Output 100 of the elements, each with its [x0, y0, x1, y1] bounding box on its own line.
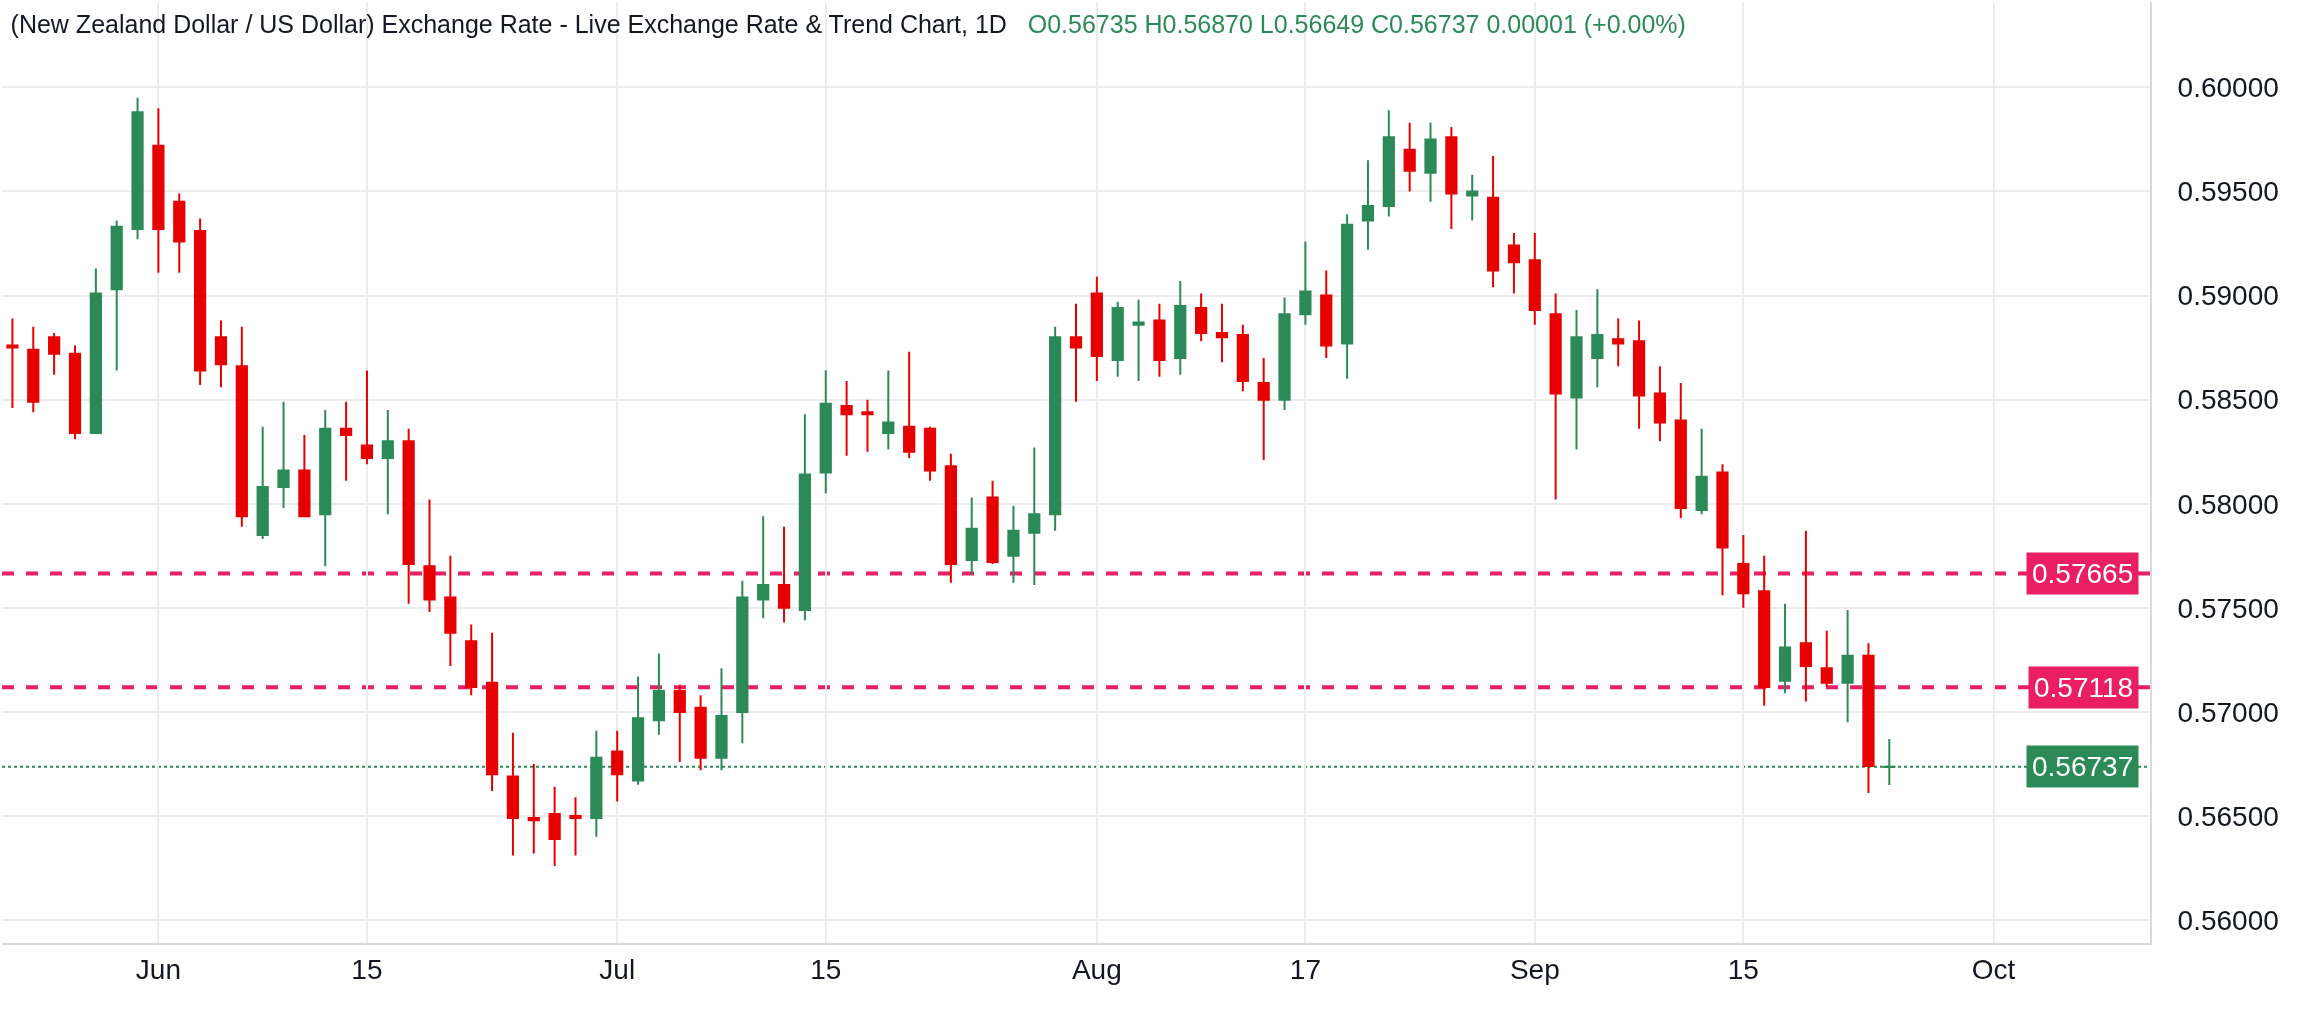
candlestick — [89, 267, 102, 434]
candlestick — [1236, 323, 1249, 393]
candlestick — [68, 344, 82, 441]
candlestick — [1382, 109, 1395, 218]
candlestick — [1674, 381, 1687, 520]
candlestick — [131, 96, 144, 241]
candlestick — [256, 425, 269, 541]
candlestick — [1737, 533, 1750, 609]
candlestick — [1424, 121, 1437, 203]
candlestick — [1466, 173, 1479, 222]
candlestick — [861, 398, 874, 453]
candlestick — [381, 409, 394, 516]
candlestick — [1549, 292, 1562, 501]
candlestick — [611, 729, 624, 803]
x-tick-label: Jun — [135, 953, 181, 985]
ref-line-label: 0.57665 — [2032, 558, 2134, 589]
y-tick-label: 0.60000 — [2177, 72, 2279, 104]
candlestick — [986, 479, 999, 566]
candlestick — [110, 219, 123, 372]
candlestick — [569, 796, 582, 857]
x-tick-label: Sep — [1509, 953, 1560, 985]
candlestick — [1174, 279, 1187, 376]
x-tick-label: 17 — [1289, 953, 1321, 985]
candlestick — [465, 623, 478, 697]
candlestick — [1111, 300, 1124, 378]
y-tick-label: 0.59500 — [2177, 176, 2279, 208]
x-tick-label: Aug — [1071, 953, 1122, 985]
x-tick-label: 15 — [351, 953, 383, 985]
candlestick — [1090, 275, 1103, 382]
candlestick — [1507, 232, 1521, 295]
y-tick-label: 0.58500 — [2177, 384, 2279, 416]
candlestick — [48, 332, 61, 376]
candlestick — [1695, 427, 1708, 516]
candlestick — [798, 413, 811, 622]
candlestick — [1257, 357, 1270, 462]
candlestick — [923, 425, 937, 482]
candlestick — [444, 554, 457, 668]
y-tick-label: 0.56500 — [2177, 800, 2279, 832]
candlestick — [777, 525, 791, 624]
candlestick — [235, 325, 248, 528]
candlestick — [1320, 269, 1333, 359]
chart-title: (New Zealand Dollar / US Dollar) Exchange Rate - Live Exchange Rate & Trend Chart, 1D — [10, 9, 1007, 38]
x-tick-label: Oct — [1971, 953, 2016, 985]
candlestick — [1361, 159, 1375, 251]
candlestick — [819, 369, 832, 495]
candlestick — [965, 496, 978, 576]
candlestick — [6, 317, 19, 409]
candlestick — [757, 515, 770, 620]
x-tick-label: 15 — [810, 953, 842, 985]
candlestick — [1299, 240, 1312, 326]
candlestick — [1195, 292, 1208, 343]
candlestick — [360, 369, 374, 466]
candlestick — [1820, 629, 1833, 688]
candlestick — [548, 785, 561, 867]
candlestick — [903, 350, 916, 459]
candlestick — [1278, 296, 1291, 412]
candlestick — [944, 452, 957, 584]
candlestick — [882, 369, 895, 451]
y-tick-label: 0.56000 — [2177, 904, 2279, 936]
candlestick — [1028, 446, 1041, 586]
candlestick — [1486, 155, 1500, 289]
candlestick — [402, 427, 415, 605]
candlestick — [319, 409, 332, 568]
candlestick — [1153, 302, 1166, 378]
candlestick — [673, 683, 686, 763]
ref-line-label: 0.57118 — [2034, 672, 2134, 703]
candlestick — [1778, 602, 1792, 695]
candlestick — [840, 379, 853, 457]
candlestick — [194, 217, 207, 387]
y-tick-label: 0.57500 — [2177, 592, 2279, 624]
candlestick — [1132, 298, 1145, 382]
candlestick — [506, 731, 520, 857]
candlestick — [1862, 642, 1875, 795]
x-tick-label: 15 — [1727, 953, 1759, 985]
candlestick — [214, 319, 228, 389]
y-tick-label: 0.57000 — [2177, 696, 2279, 728]
candlestick — [1632, 319, 1646, 430]
y-tick-label: 0.59000 — [2177, 280, 2279, 312]
candlestick — [1049, 325, 1062, 532]
candlestick — [1716, 463, 1729, 597]
candlestick — [1570, 309, 1583, 451]
candlestick — [173, 192, 186, 274]
candlestick — [1799, 529, 1813, 703]
y-tick-label: 0.58000 — [2177, 488, 2279, 520]
candlestick — [1069, 302, 1083, 403]
candlestick — [527, 762, 540, 855]
candlestick — [1841, 608, 1854, 724]
candlestick — [1612, 317, 1625, 368]
candlestick — [1403, 121, 1416, 193]
candlestick — [152, 107, 165, 274]
annotation: O0.56735 H0.56870 L0.56649 C0.56737 0.00001 (+0.00%) — [1027, 9, 1686, 38]
candlestick — [1007, 504, 1020, 584]
candlestick — [736, 579, 749, 745]
ref-line-label: 0.56737 — [2032, 751, 2134, 782]
candlestick — [1215, 302, 1229, 364]
candlestick — [298, 434, 311, 518]
candlestick — [485, 631, 499, 793]
candlestick — [1653, 365, 1667, 443]
candlestick — [1445, 125, 1458, 230]
candlestick — [1341, 213, 1354, 380]
